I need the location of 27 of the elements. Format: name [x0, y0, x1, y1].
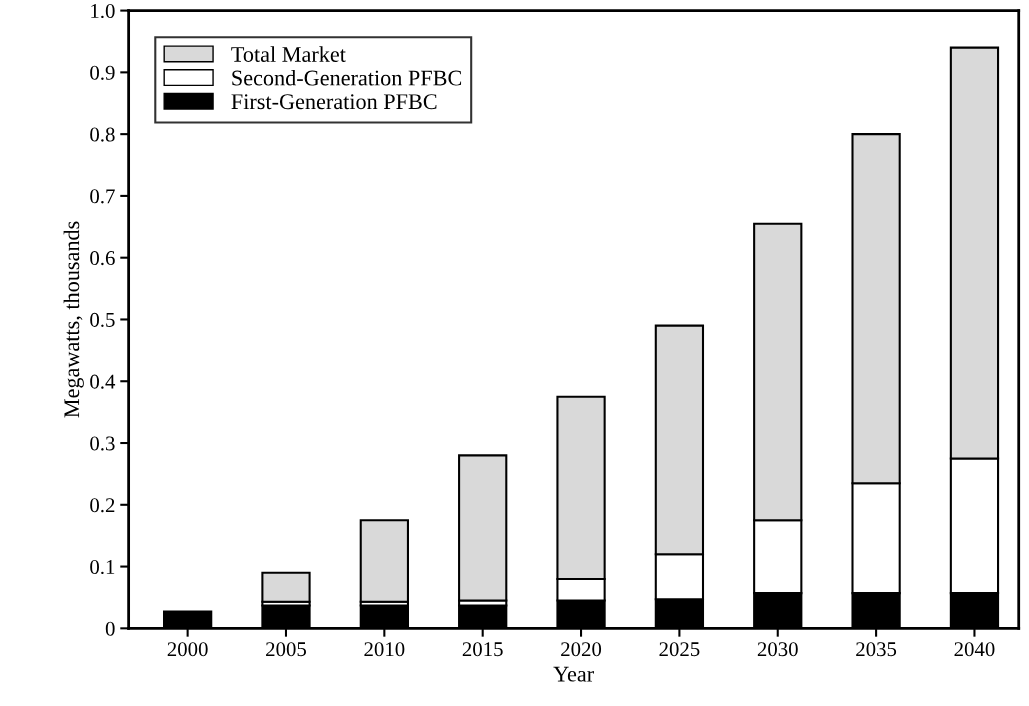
- bar: [261, 571, 311, 603]
- y-tick-label: 0.9: [90, 65, 115, 80]
- y-axis-title: Megawatts, thousands: [63, 221, 84, 418]
- y-tick-label: 0.1: [90, 559, 115, 575]
- y-tick-label: 0.5: [90, 312, 115, 327]
- legend-label: First-Generation PFBC: [231, 94, 437, 110]
- y-tick-label: 1.0: [91, 3, 115, 19]
- y-tick-label: 0.2: [90, 498, 115, 513]
- x-tick-label: 2005: [266, 642, 307, 657]
- x-tick-label: 2040: [954, 642, 995, 657]
- y-tick-label: 0: [105, 621, 115, 636]
- x-tick-label: 2000: [167, 642, 208, 657]
- y-tick-label: 0.4: [90, 374, 116, 389]
- y-tick-label: 0.8: [90, 127, 115, 142]
- y-tick-label: 0.6: [90, 251, 115, 266]
- x-tick-label: 2010: [364, 642, 405, 657]
- legend-label: Second-Generation PFBC: [232, 69, 462, 86]
- y-tick-label: 0.3: [90, 436, 115, 451]
- x-tick-label: 2035: [856, 642, 897, 657]
- x-tick-label: 2020: [561, 642, 602, 657]
- x-tick-label: 2030: [757, 642, 798, 657]
- x-tick-label: 2025: [659, 642, 700, 657]
- legend-label: Total Market: [231, 46, 346, 62]
- x-axis-title: Year: [553, 666, 594, 682]
- y-tick-label: 0.7: [90, 189, 115, 204]
- x-tick-label: 2015: [462, 642, 503, 657]
- bar: [359, 519, 409, 603]
